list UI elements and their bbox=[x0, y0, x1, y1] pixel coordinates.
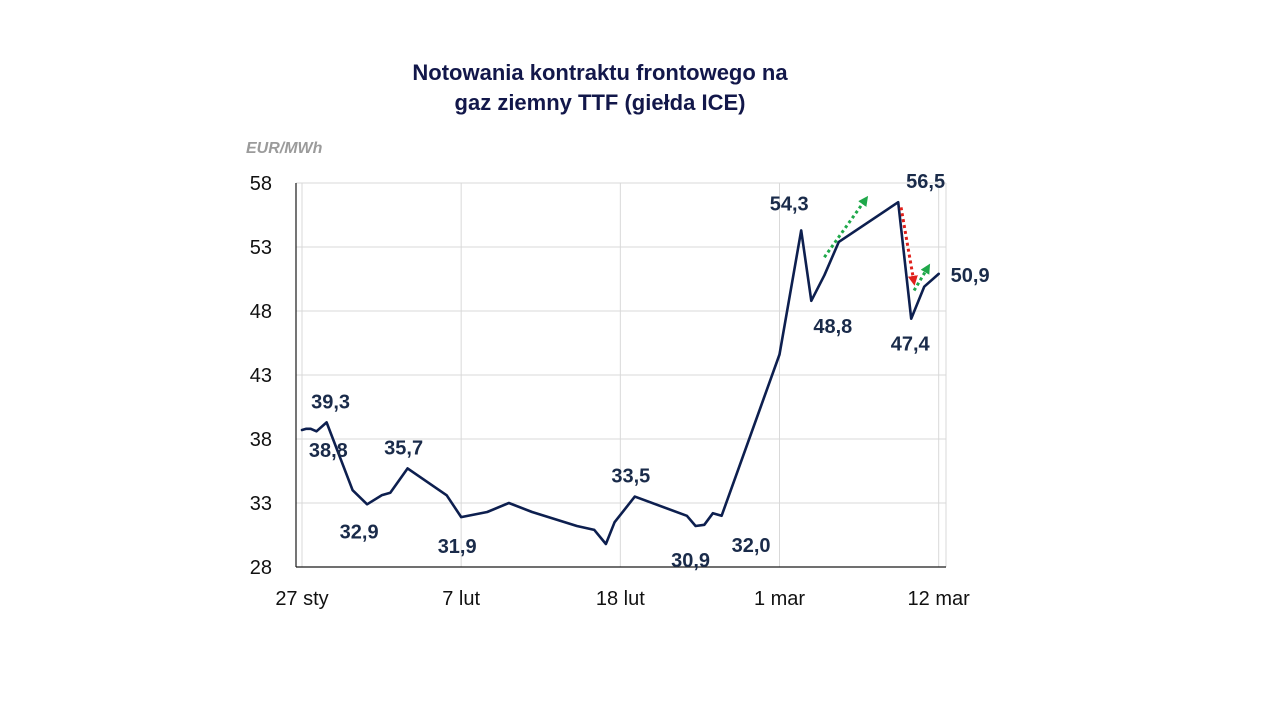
trend-arrows bbox=[823, 195, 931, 292]
data-label: 38,8 bbox=[309, 440, 348, 462]
y-tick-label: 38 bbox=[250, 429, 272, 451]
data-label: 50,9 bbox=[951, 265, 990, 287]
data-label: 31,9 bbox=[438, 536, 477, 558]
data-label: 47,4 bbox=[891, 334, 931, 356]
y-tick-label: 48 bbox=[250, 301, 272, 323]
trend-arrow-up bbox=[912, 263, 931, 292]
chart-title-line-2: gaz ziemny TTF (giełda ICE) bbox=[454, 90, 746, 115]
x-tick-label: 27 sty bbox=[275, 588, 328, 610]
data-labels: 38,8 39,3 32,9 35,7 31,9 33,5 30,9 32,0 54,3 48,8… bbox=[309, 171, 990, 572]
data-label: 35,7 bbox=[384, 437, 423, 459]
trend-arrow-up bbox=[823, 195, 869, 259]
data-label: 48,8 bbox=[813, 316, 852, 338]
data-label: 30,9 bbox=[671, 550, 710, 572]
data-label: 54,3 bbox=[770, 193, 809, 215]
y-tick-label: 33 bbox=[250, 493, 272, 515]
x-tick-label: 12 mar bbox=[908, 588, 971, 610]
trend-arrow-down bbox=[899, 207, 918, 286]
x-tick-label: 1 mar bbox=[754, 588, 805, 610]
x-tick-label: 7 lut bbox=[442, 588, 480, 610]
data-label: 33,5 bbox=[611, 466, 650, 488]
data-label: 32,0 bbox=[732, 535, 771, 557]
x-tick-label: 18 lut bbox=[596, 588, 645, 610]
y-tick-label: 28 bbox=[250, 557, 272, 579]
y-tick-label: 58 bbox=[250, 173, 272, 195]
series bbox=[300, 200, 941, 546]
data-label: 39,3 bbox=[311, 391, 350, 413]
y-tick-label: 43 bbox=[250, 365, 272, 387]
chart-title: Notowania kontraktu frontowego na gaz zi… bbox=[300, 58, 900, 118]
chart-title-line-1: Notowania kontraktu frontowego na bbox=[412, 60, 788, 85]
y-axis-unit: EUR/MWh bbox=[246, 140, 323, 157]
series-line-ttf-price bbox=[300, 200, 941, 546]
data-label: 32,9 bbox=[340, 521, 379, 543]
gridlines bbox=[296, 182, 947, 567]
y-tick-label: 53 bbox=[250, 237, 272, 259]
data-label: 56,5 bbox=[906, 171, 945, 193]
